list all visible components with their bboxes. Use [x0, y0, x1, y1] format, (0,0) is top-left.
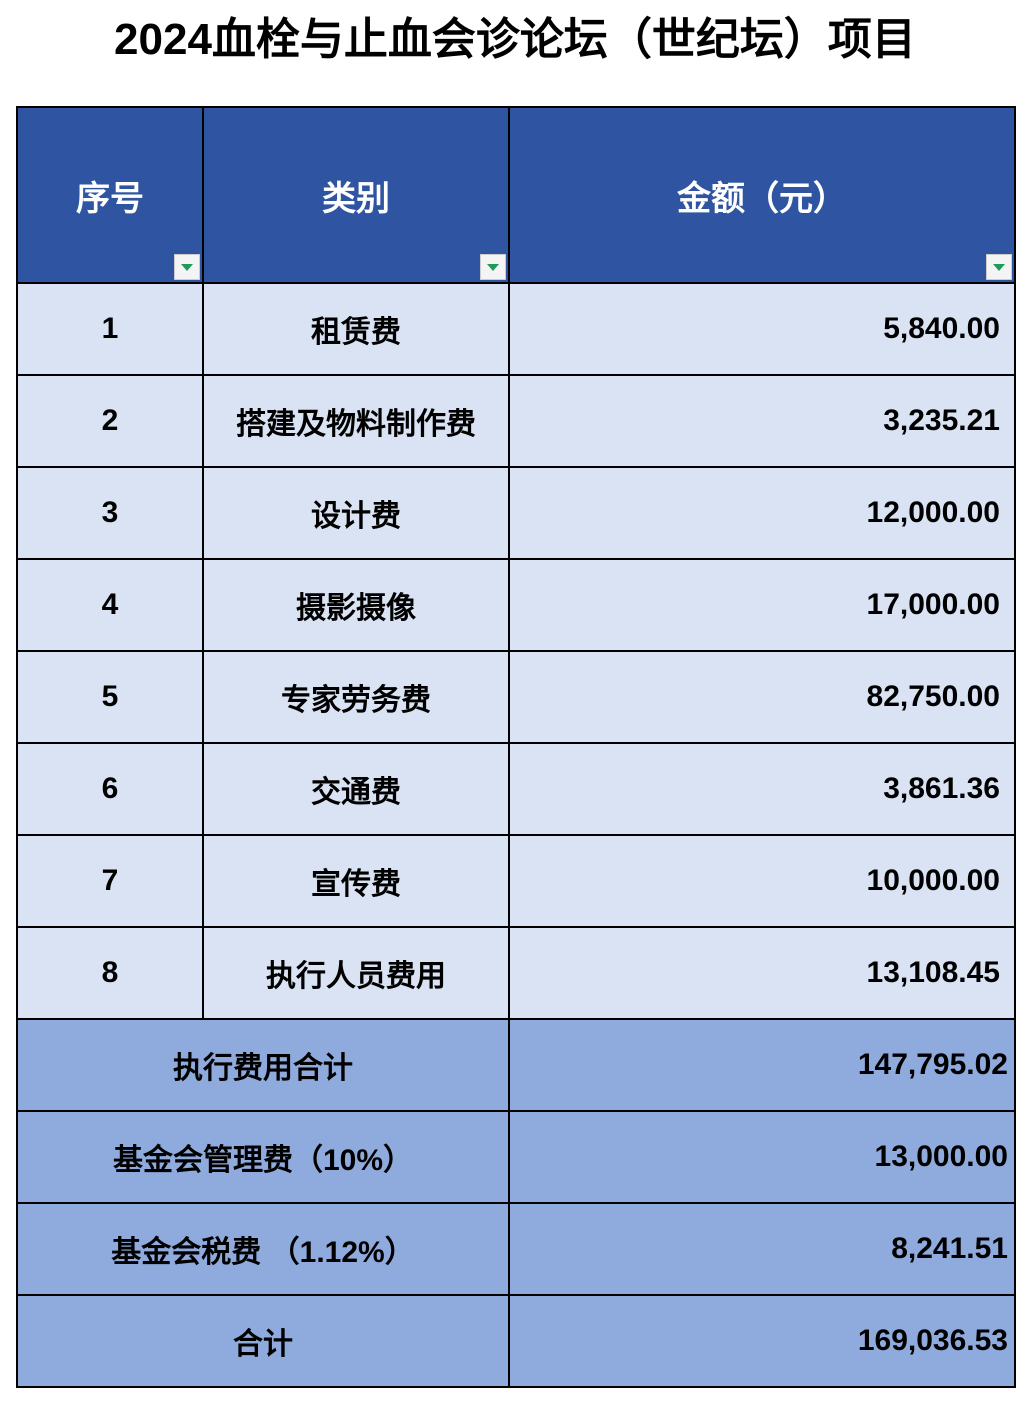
header-row: 序号 类别 金额（元）: [16, 106, 1016, 284]
summary-amount[interactable]: 169,036.53: [508, 1294, 1016, 1388]
cell-no[interactable]: 2: [16, 374, 204, 468]
summary-label[interactable]: 执行费用合计: [16, 1018, 510, 1112]
summary-amount[interactable]: 147,795.02: [508, 1018, 1016, 1112]
cell-category[interactable]: 摄影摄像: [202, 558, 510, 652]
table-row: 4 摄影摄像 17,000.00: [16, 558, 1016, 652]
cell-category[interactable]: 搭建及物料制作费: [202, 374, 510, 468]
table-row: 6 交通费 3,861.36: [16, 742, 1016, 836]
cell-no[interactable]: 8: [16, 926, 204, 1020]
table-row: 1 租赁费 5,840.00: [16, 282, 1016, 376]
cell-amount[interactable]: 17,000.00: [508, 558, 1016, 652]
summary-row: 执行费用合计 147,795.02: [16, 1018, 1016, 1112]
summary-row: 基金会管理费（10%） 13,000.00: [16, 1110, 1016, 1204]
summary-amount[interactable]: 8,241.51: [508, 1202, 1016, 1296]
summary-row: 基金会税费 （1.12%） 8,241.51: [16, 1202, 1016, 1296]
cell-category[interactable]: 执行人员费用: [202, 926, 510, 1020]
summary-row: 合计 169,036.53: [16, 1294, 1016, 1388]
filter-dropdown-icon[interactable]: [174, 254, 200, 280]
table-row: 3 设计费 12,000.00: [16, 466, 1016, 560]
header-category: 类别: [202, 106, 510, 284]
filter-dropdown-icon[interactable]: [986, 254, 1012, 280]
summary-amount[interactable]: 13,000.00: [508, 1110, 1016, 1204]
cell-amount[interactable]: 5,840.00: [508, 282, 1016, 376]
table-row: 7 宣传费 10,000.00: [16, 834, 1016, 928]
cell-amount[interactable]: 13,108.45: [508, 926, 1016, 1020]
summary-label[interactable]: 基金会税费 （1.12%）: [16, 1202, 510, 1296]
cell-amount[interactable]: 3,861.36: [508, 742, 1016, 836]
cell-no[interactable]: 7: [16, 834, 204, 928]
table-row: 2 搭建及物料制作费 3,235.21: [16, 374, 1016, 468]
budget-table: 序号 类别 金额（元） 1 租赁费 5,840.00 2 搭建及物料制作费 3,2…: [16, 106, 1016, 1388]
cell-category[interactable]: 租赁费: [202, 282, 510, 376]
cell-amount[interactable]: 10,000.00: [508, 834, 1016, 928]
cell-category[interactable]: 宣传费: [202, 834, 510, 928]
cell-amount[interactable]: 12,000.00: [508, 466, 1016, 560]
table-row: 8 执行人员费用 13,108.45: [16, 926, 1016, 1020]
cell-amount[interactable]: 3,235.21: [508, 374, 1016, 468]
cell-category[interactable]: 交通费: [202, 742, 510, 836]
summary-label[interactable]: 基金会管理费（10%）: [16, 1110, 510, 1204]
cell-no[interactable]: 1: [16, 282, 204, 376]
table-row: 5 专家劳务费 82,750.00: [16, 650, 1016, 744]
cell-no[interactable]: 6: [16, 742, 204, 836]
header-no: 序号: [16, 106, 204, 284]
cell-category[interactable]: 专家劳务费: [202, 650, 510, 744]
page-title: 2024血栓与止血会诊论坛（世纪坛）项目: [114, 15, 916, 64]
filter-dropdown-icon[interactable]: [480, 254, 506, 280]
cell-no[interactable]: 4: [16, 558, 204, 652]
cell-category[interactable]: 设计费: [202, 466, 510, 560]
header-amount: 金额（元）: [508, 106, 1016, 284]
cell-no[interactable]: 3: [16, 466, 204, 560]
cell-amount[interactable]: 82,750.00: [508, 650, 1016, 744]
summary-label[interactable]: 合计: [16, 1294, 510, 1388]
cell-no[interactable]: 5: [16, 650, 204, 744]
